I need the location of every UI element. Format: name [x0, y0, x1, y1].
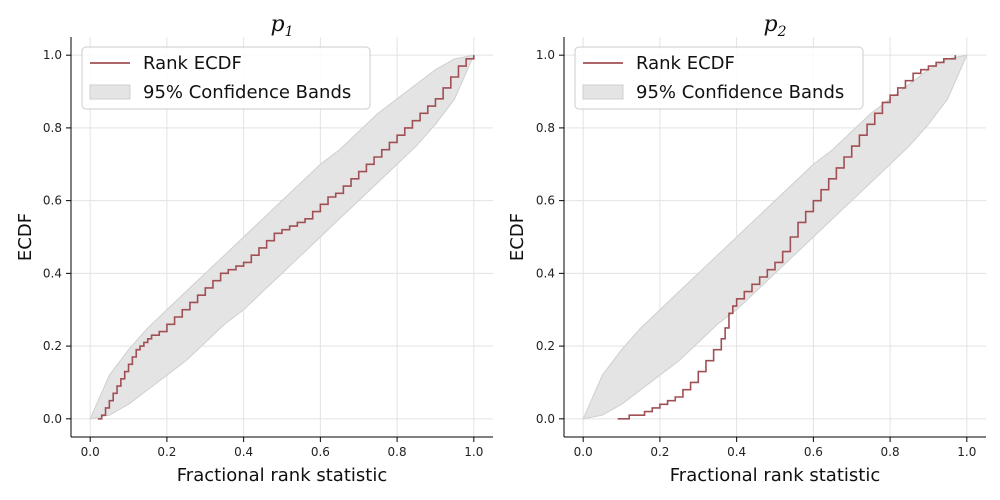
legend-entry-label: Rank ECDF [143, 53, 242, 74]
x-tick-label: 0.4 [234, 445, 253, 459]
x-tick-label: 0.8 [388, 445, 407, 459]
confidence-band [89, 54, 475, 420]
panel-title: p2 [763, 12, 786, 40]
y-axis-label: ECDF [15, 213, 36, 261]
panel-title-base: p [270, 12, 284, 37]
panel-p1: p1 0.0 0.2 0.4 0.6 0.8 1.0 0.0 0.2 0.4 0.6 0.8 1.0 R… [15, 12, 493, 486]
legend-frame [81, 46, 371, 110]
y-tick-label: 0.8 [43, 121, 62, 135]
y-tick-label: 0.2 [536, 339, 555, 353]
legend-patch-swatch [89, 84, 131, 100]
legend-entry-label: 95% Confidence Bands [636, 82, 844, 103]
y-tick-label: 0.6 [43, 194, 62, 208]
plot-area: 0.0 0.2 0.4 0.6 0.8 1.0 0.0 0.2 0.4 0.6 0.8 1.0 Rank… [43, 37, 493, 459]
legend-patch-swatch [582, 84, 624, 100]
panel-title: p1 [270, 12, 293, 40]
x-tick-label: 0.2 [650, 445, 669, 459]
legend-frame [574, 46, 864, 110]
ecdf-step-line [97, 55, 475, 420]
ecdf-step-line [617, 55, 957, 420]
x-tick-label: 1.0 [464, 445, 483, 459]
panel-title-base: p [763, 12, 777, 37]
panel-title-subscript: 1 [285, 24, 294, 40]
legend: Rank ECDF 95% Confidence Bands [574, 46, 864, 110]
y-tick-label: 0.0 [536, 412, 555, 426]
x-tick-label: 0.2 [157, 445, 176, 459]
legend: Rank ECDF 95% Confidence Bands [81, 46, 371, 110]
panel-title-subscript: 2 [777, 24, 787, 40]
x-axis-label: Fractional rank statistic [670, 465, 880, 486]
plot-area: 0.0 0.2 0.4 0.6 0.8 1.0 0.0 0.2 0.4 0.6 0.8 1.0 Rank… [536, 37, 986, 459]
y-tick-label: 0.4 [43, 266, 62, 280]
panel-p2: p2 0.0 0.2 0.4 0.6 0.8 1.0 0.0 0.2 0.4 0.6 0.8 1.0 R… [507, 12, 986, 486]
y-axis-label: ECDF [507, 213, 528, 261]
x-tick-label: 0.0 [81, 445, 100, 459]
y-tick-label: 0.8 [536, 121, 555, 135]
y-tick-label: 0.2 [43, 339, 62, 353]
confidence-band [582, 54, 968, 420]
legend-entry-label: 95% Confidence Bands [143, 82, 351, 103]
x-tick-label: 0.8 [881, 445, 900, 459]
x-tick-label: 1.0 [957, 445, 976, 459]
x-tick-label: 0.4 [727, 445, 746, 459]
x-axis-label: Fractional rank statistic [177, 465, 387, 486]
y-tick-label: 1.0 [536, 48, 555, 62]
legend-entry-label: Rank ECDF [636, 53, 735, 74]
x-tick-label: 0.0 [574, 445, 593, 459]
y-tick-label: 0.0 [43, 412, 62, 426]
y-tick-label: 0.4 [536, 266, 555, 280]
y-tick-label: 1.0 [43, 48, 62, 62]
x-tick-label: 0.6 [311, 445, 330, 459]
x-tick-label: 0.6 [804, 445, 823, 459]
y-tick-label: 0.6 [536, 194, 555, 208]
